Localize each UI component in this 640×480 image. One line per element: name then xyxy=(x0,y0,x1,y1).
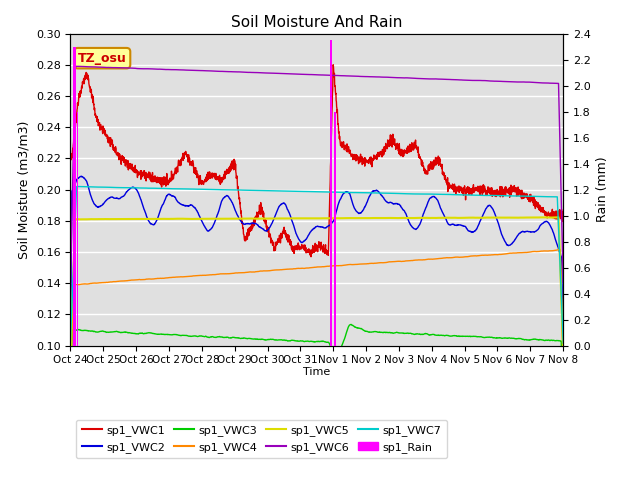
Bar xyxy=(334,112,336,346)
Y-axis label: Soil Moisture (m3/m3): Soil Moisture (m3/m3) xyxy=(17,120,30,259)
Bar xyxy=(330,40,332,346)
Bar xyxy=(73,47,76,346)
Y-axis label: Rain (mm): Rain (mm) xyxy=(596,157,609,222)
Text: TZ_osu: TZ_osu xyxy=(78,52,127,65)
X-axis label: Time: Time xyxy=(303,367,330,377)
Legend: sp1_VWC1, sp1_VWC2, sp1_VWC3, sp1_VWC4, sp1_VWC5, sp1_VWC6, sp1_VWC7, sp1_Rain: sp1_VWC1, sp1_VWC2, sp1_VWC3, sp1_VWC4, … xyxy=(76,420,447,458)
Title: Soil Moisture And Rain: Soil Moisture And Rain xyxy=(231,15,403,30)
Bar xyxy=(77,112,79,346)
